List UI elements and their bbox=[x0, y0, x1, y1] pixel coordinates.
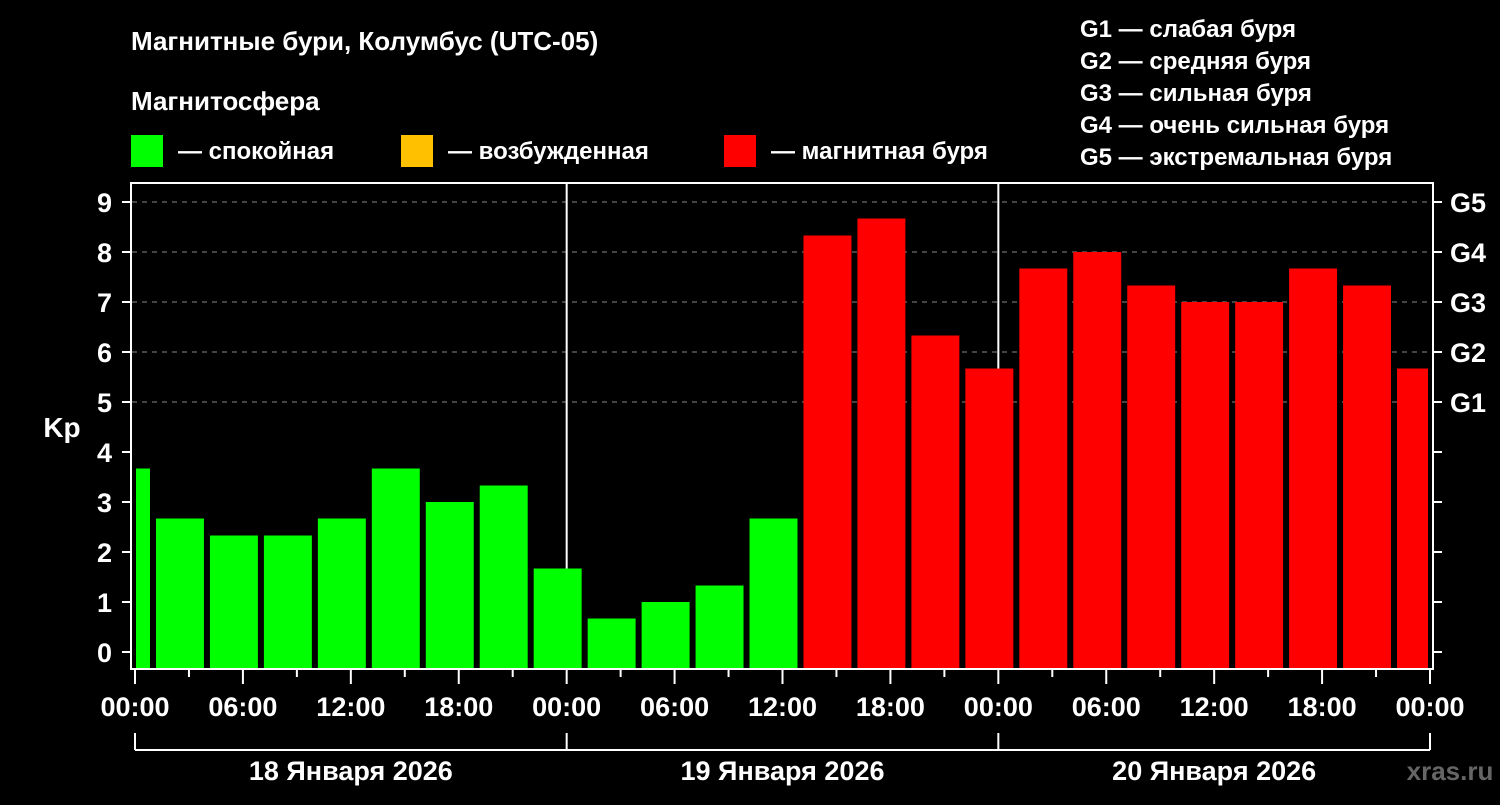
kp-bar bbox=[1181, 302, 1230, 668]
legend-title: Магнитосфера bbox=[131, 86, 320, 116]
x-tick-label: 18:00 bbox=[1288, 692, 1357, 722]
g-level-label: G3 bbox=[1450, 288, 1486, 318]
x-tick-label: 00:00 bbox=[1395, 692, 1464, 722]
kp-bar bbox=[479, 485, 528, 668]
kp-bar bbox=[803, 235, 852, 668]
legend-label: — возбужденная bbox=[448, 138, 649, 165]
y-tick-label: 5 bbox=[97, 388, 112, 418]
kp-bar bbox=[1073, 252, 1122, 668]
kp-bar bbox=[1235, 302, 1284, 668]
legend-swatch bbox=[131, 135, 163, 167]
x-tick-label: 18:00 bbox=[856, 692, 925, 722]
y-tick-label: 7 bbox=[97, 288, 112, 318]
legend-swatch bbox=[724, 135, 756, 167]
kp-bar bbox=[911, 335, 960, 668]
x-tick-label: 06:00 bbox=[1072, 692, 1141, 722]
day-label: 20 Января 2026 bbox=[1112, 756, 1316, 786]
x-tick-label: 12:00 bbox=[1180, 692, 1249, 722]
watermark: xras.ru bbox=[1407, 756, 1494, 786]
kp-bar bbox=[695, 585, 744, 668]
g-level-label: G5 bbox=[1450, 188, 1486, 218]
y-axis-label: Kp bbox=[43, 412, 80, 443]
kp-bar bbox=[263, 535, 312, 668]
kp-bar bbox=[749, 518, 798, 668]
day-label: 19 Января 2026 bbox=[681, 756, 885, 786]
kp-bar bbox=[1397, 368, 1428, 668]
storm-scale-item: G5 — экстремальная буря bbox=[1080, 144, 1392, 171]
y-tick-label: 8 bbox=[97, 238, 112, 268]
day-label: 18 Января 2026 bbox=[249, 756, 453, 786]
storm-scale-item: G1 — слабая буря bbox=[1080, 16, 1296, 43]
kp-bar bbox=[587, 618, 636, 668]
chart-title: Магнитные бури, Колумбус (UTC-05) bbox=[131, 26, 598, 56]
legend-swatch bbox=[401, 135, 433, 167]
kp-bar bbox=[533, 568, 582, 668]
kp-bar bbox=[209, 535, 258, 668]
x-tick-label: 00:00 bbox=[532, 692, 601, 722]
y-tick-label: 9 bbox=[97, 188, 112, 218]
g-level-label: G1 bbox=[1450, 388, 1486, 418]
kp-bar bbox=[1289, 268, 1338, 668]
kp-bar bbox=[371, 468, 420, 668]
kp-bar bbox=[641, 602, 690, 668]
storm-scale-item: G4 — очень сильная буря bbox=[1080, 112, 1389, 139]
storm-scale-item: G3 — сильная буря bbox=[1080, 80, 1312, 107]
x-tick-label: 00:00 bbox=[100, 692, 169, 722]
g-level-label: G2 bbox=[1450, 338, 1486, 368]
kp-bar bbox=[317, 518, 366, 668]
kp-bar bbox=[1019, 268, 1068, 668]
y-tick-label: 3 bbox=[97, 488, 112, 518]
bars bbox=[136, 218, 1428, 668]
x-tick-label: 12:00 bbox=[316, 692, 385, 722]
x-tick-label: 06:00 bbox=[208, 692, 277, 722]
x-tick-label: 18:00 bbox=[424, 692, 493, 722]
y-tick-label: 1 bbox=[97, 588, 112, 618]
kp-bar bbox=[857, 218, 906, 668]
kp-bar bbox=[1127, 285, 1176, 668]
kp-bar bbox=[155, 518, 204, 668]
kp-bar bbox=[425, 502, 474, 668]
kp-bar bbox=[965, 368, 1014, 668]
legend-label: — спокойная bbox=[178, 138, 334, 165]
kp-bar bbox=[1343, 285, 1392, 668]
y-tick-label: 0 bbox=[97, 638, 112, 668]
storm-scale-item: G2 — средняя буря bbox=[1080, 48, 1311, 75]
x-tick-label: 00:00 bbox=[964, 692, 1033, 722]
y-tick-label: 4 bbox=[97, 438, 112, 468]
y-tick-label: 2 bbox=[97, 538, 112, 568]
x-tick-label: 06:00 bbox=[640, 692, 709, 722]
g-level-label: G4 bbox=[1450, 238, 1486, 268]
y-tick-label: 6 bbox=[97, 338, 112, 368]
legend: — спокойная — возбужденная — магнитная бур… bbox=[131, 135, 988, 167]
kp-bar bbox=[136, 468, 150, 668]
storm-scale-legend: G1 — слабая буря G2 — средняя буря G3 — си… bbox=[1080, 16, 1392, 171]
legend-label: — магнитная буря bbox=[771, 138, 988, 165]
x-tick-label: 12:00 bbox=[748, 692, 817, 722]
axes: 0 1 2 3 4 5 6 7 8 9 G1 G2 G3 G4 G5 00:00 06:00 12:00 18:00… bbox=[97, 188, 1486, 786]
